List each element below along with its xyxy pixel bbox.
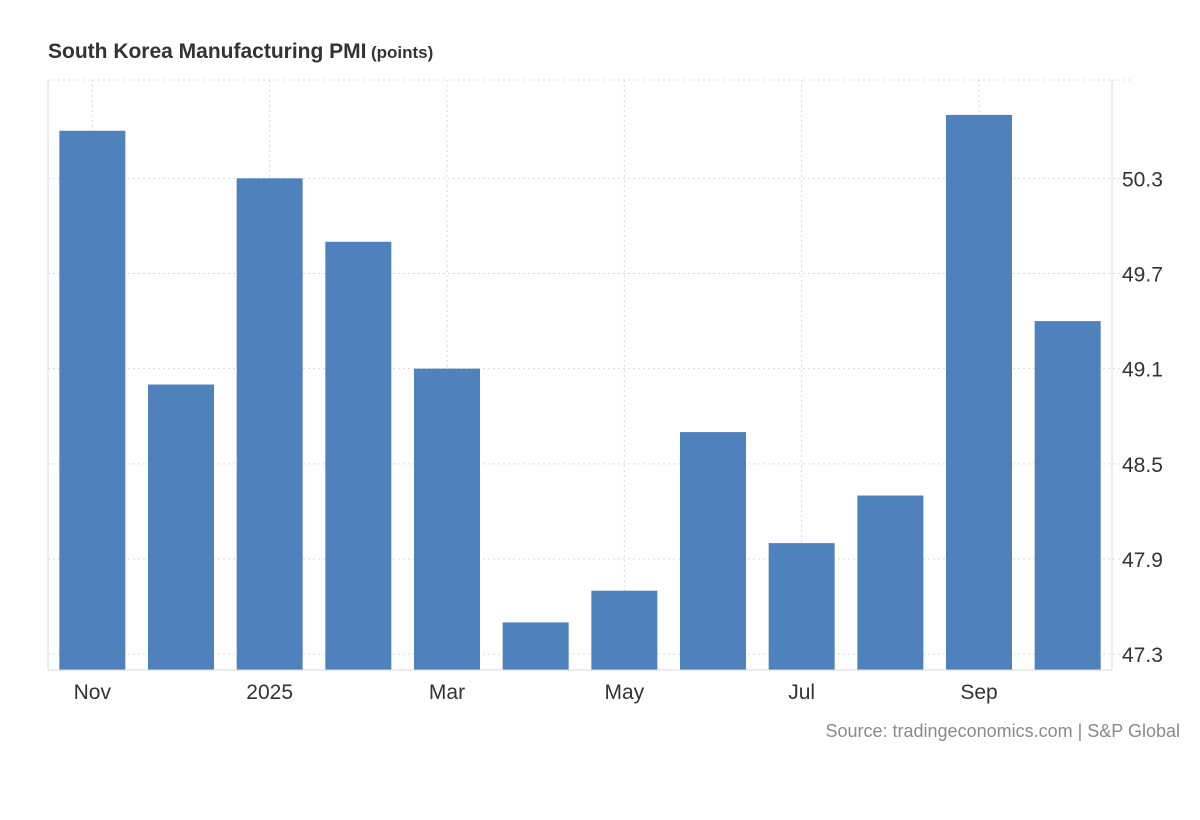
bars	[59, 114, 1101, 671]
y-tick-labels: 47.3 47.9 48.5 49.1 49.7 50.3	[1122, 168, 1163, 667]
x-tick-label: 2025	[246, 681, 293, 704]
x-tick-label: Nov	[74, 681, 112, 704]
y-tick-label: 48.5	[1122, 454, 1163, 477]
bar-apr	[502, 622, 569, 670]
bar-aug	[857, 495, 924, 670]
source-note: Source: tradingeconomics.com | S&P Globa…	[825, 721, 1180, 741]
chart-title-text: South Korea Manufacturing PMI	[48, 40, 367, 63]
x-tick-label: Sep	[960, 681, 997, 704]
y-tick-label: 50.3	[1122, 168, 1163, 191]
bar-nov	[59, 130, 126, 670]
axes	[47, 80, 1113, 671]
bar-oct	[1034, 321, 1101, 670]
bar-dec	[148, 384, 214, 670]
chart-title: South Korea Manufacturing PMI (points)	[48, 40, 433, 64]
bar-jul	[768, 543, 835, 670]
y-tick-label: 49.7	[1122, 263, 1163, 286]
bar-sep	[946, 114, 1012, 671]
x-tick-labels: Nov 2025 Mar May Jul Sep	[74, 681, 998, 704]
chart-unit-label: (points)	[370, 43, 434, 62]
x-tick-label: May	[604, 681, 644, 704]
x-tick-label: Mar	[429, 681, 465, 704]
y-tick-label: 47.3	[1122, 644, 1163, 667]
bar-mar	[414, 368, 480, 670]
bar-2025	[236, 178, 303, 671]
x-tick-label: Jul	[788, 681, 815, 704]
bar-jun	[680, 432, 746, 670]
y-tick-label: 47.9	[1122, 549, 1163, 572]
bar-may	[591, 590, 658, 670]
bar-feb	[325, 241, 392, 670]
y-tick-label: 49.1	[1122, 359, 1163, 382]
